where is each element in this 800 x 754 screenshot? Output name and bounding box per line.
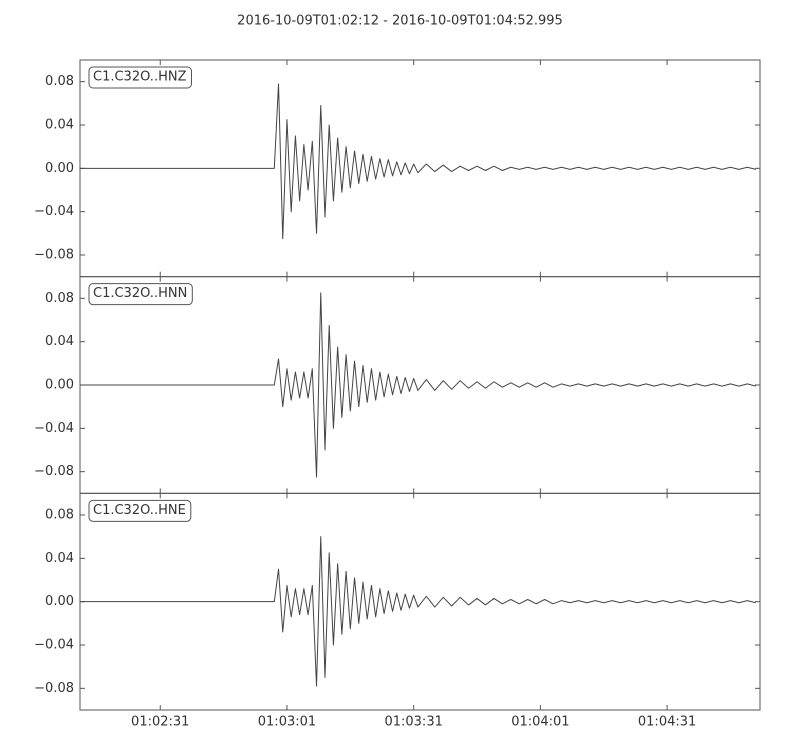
- x-tick-label: 01:02:31: [131, 715, 189, 730]
- y-tick-label: 0.04: [45, 118, 74, 133]
- trace-label: C1.C32O..HNE: [93, 503, 186, 518]
- y-tick-label: −0.08: [34, 464, 74, 479]
- x-tick-label: 01:04:31: [638, 715, 696, 730]
- x-tick-label: 01:03:01: [258, 715, 316, 730]
- y-tick-label: 0.00: [45, 161, 74, 176]
- y-tick-label: 0.04: [45, 551, 74, 566]
- y-tick-label: −0.04: [34, 204, 74, 219]
- waveform: [80, 83, 756, 240]
- x-tick-label: 01:04:01: [511, 715, 569, 730]
- y-tick-label: −0.08: [34, 248, 74, 263]
- trace-label-box: [88, 66, 192, 89]
- y-tick-label: 0.08: [45, 74, 74, 89]
- trace-label-box: [88, 499, 192, 522]
- y-tick-label: −0.04: [34, 638, 74, 653]
- y-tick-label: −0.04: [34, 421, 74, 436]
- trace-label: C1.C32O..HNZ: [93, 70, 187, 85]
- y-tick-label: 0.04: [45, 334, 74, 349]
- waveform: [80, 292, 756, 478]
- y-tick-label: 0.08: [45, 508, 74, 523]
- y-tick-label: 0.08: [45, 291, 74, 306]
- y-tick-label: −0.08: [34, 681, 74, 696]
- y-tick-label: 0.00: [45, 378, 74, 393]
- chart-title: 2016-10-09T01:02:12 - 2016-10-09T01:04:5…: [237, 14, 563, 29]
- x-tick-label: 01:03:31: [384, 715, 442, 730]
- trace-label-box: [88, 283, 193, 306]
- waveform: [80, 536, 756, 687]
- y-tick-label: 0.00: [45, 594, 74, 609]
- trace-label: C1.C32O..HNN: [93, 286, 187, 301]
